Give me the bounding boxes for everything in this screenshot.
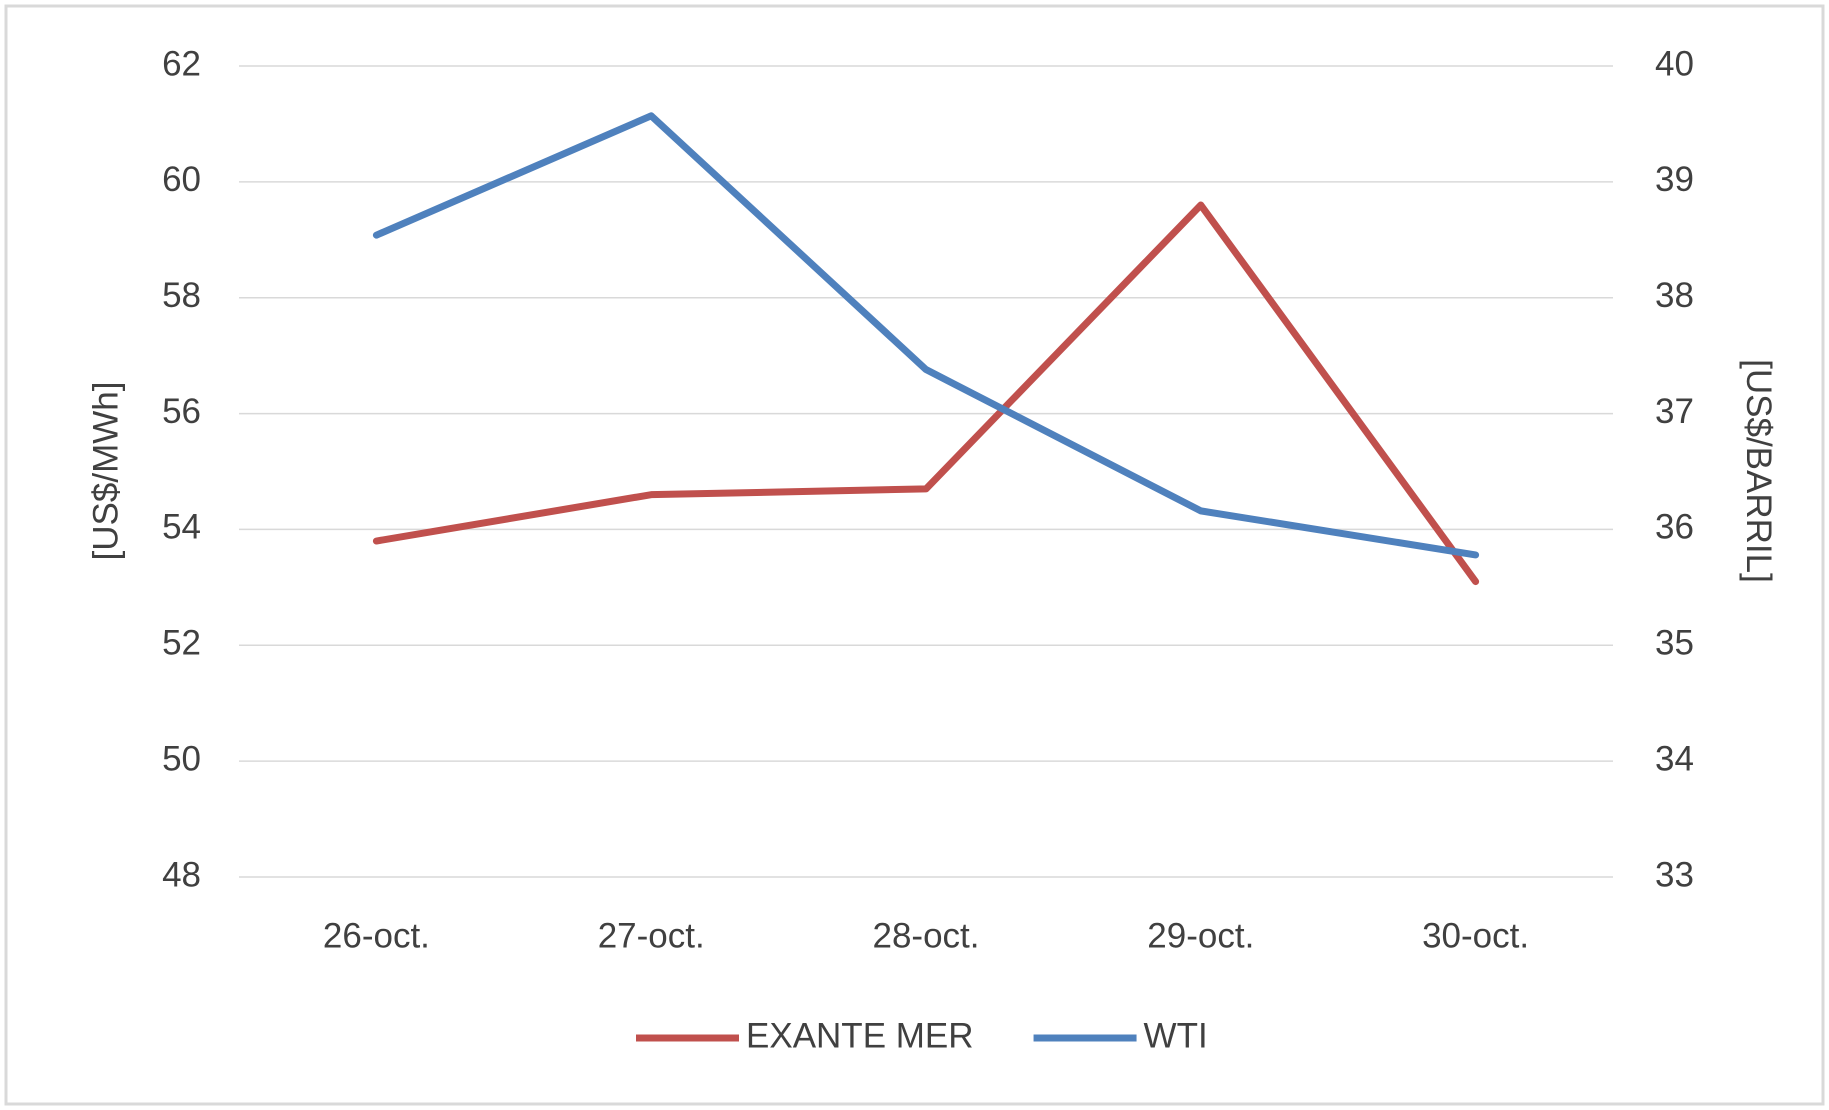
y2-axis-label: [US$/BARRIL] <box>1739 359 1778 583</box>
y-axis-label: [US$/MWh] <box>86 382 125 561</box>
y-tick-label: 62 <box>162 44 201 83</box>
y2-tick-label: 34 <box>1655 739 1694 778</box>
x-tick-label: 26-oct. <box>323 916 430 955</box>
y2-tick-label: 33 <box>1655 855 1694 894</box>
y-tick-label: 56 <box>162 392 201 431</box>
x-tick-label: 28-oct. <box>873 916 980 955</box>
y-tick-label: 54 <box>162 508 201 547</box>
x-tick-label: 30-oct. <box>1422 916 1529 955</box>
y2-tick-label: 40 <box>1655 44 1694 83</box>
y-tick-label: 58 <box>162 276 201 315</box>
series-line <box>372 201 1480 586</box>
series-line <box>372 112 1480 559</box>
y-tick-label: 48 <box>162 855 201 894</box>
x-tick-label: 27-oct. <box>598 916 705 955</box>
y2-tick-label: 38 <box>1655 276 1694 315</box>
y-tick-label: 52 <box>162 624 201 663</box>
y2-tick-label: 37 <box>1655 392 1694 431</box>
chart-frame <box>4 4 1825 1106</box>
y2-tick-label: 35 <box>1655 624 1694 663</box>
y-tick-label: 60 <box>162 160 201 199</box>
legend-label: EXANTE MER <box>746 1016 974 1055</box>
y-tick-label: 50 <box>162 739 201 778</box>
y2-tick-label: 39 <box>1655 160 1694 199</box>
legend-label: WTI <box>1144 1016 1208 1055</box>
x-tick-label: 29-oct. <box>1147 916 1254 955</box>
y2-tick-label: 36 <box>1655 508 1694 547</box>
